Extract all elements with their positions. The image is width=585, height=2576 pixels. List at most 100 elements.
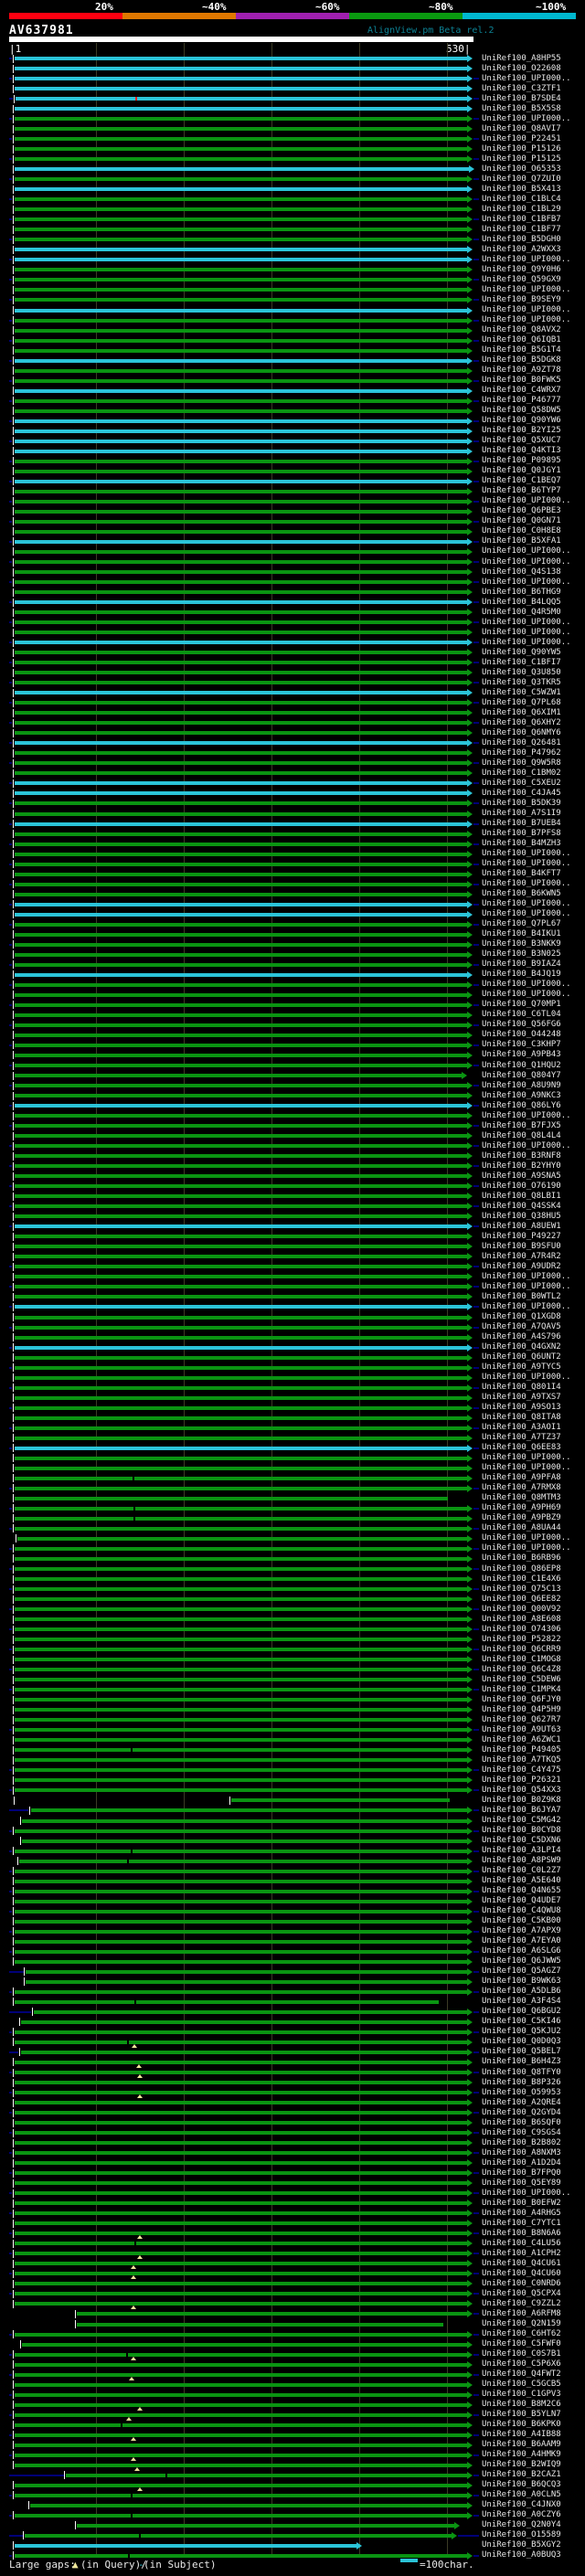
hit-bar[interactable] [15, 549, 467, 554]
hit-label[interactable]: UniRef100_A6ZWC1 [482, 1734, 561, 1744]
hit-label[interactable]: UniRef100_Q8ITA8 [482, 1413, 561, 1423]
hit-label[interactable]: UniRef100_Q5EY89 [482, 2178, 561, 2188]
hit-bar[interactable] [15, 238, 467, 242]
hit-bar[interactable] [15, 1415, 467, 1420]
hit-bar[interactable] [15, 1959, 467, 1964]
hit-label[interactable]: UniRef100_C0S7B1 [482, 2349, 561, 2359]
hit-label[interactable]: UniRef100_B5DGH0 [482, 234, 561, 244]
hit-label[interactable]: UniRef100_Q6NMY6 [482, 727, 561, 737]
hit-bar[interactable] [15, 1114, 467, 1118]
hit-bar[interactable] [15, 952, 467, 957]
hit-bar[interactable] [15, 1708, 467, 1712]
hit-label[interactable]: UniRef100_C1BL29 [482, 204, 561, 214]
hit-bar[interactable] [15, 1265, 467, 1269]
hit-bar[interactable] [15, 1698, 467, 1702]
hit-label[interactable]: UniRef100_A9SNA5 [482, 1171, 561, 1181]
hit-label[interactable]: UniRef100_UPI000.. [482, 1453, 571, 1463]
hit-bar[interactable] [15, 1658, 467, 1662]
hit-label[interactable]: UniRef100_A0CZY6 [482, 2510, 561, 2520]
hit-label[interactable]: UniRef100_O59953 [482, 2087, 561, 2097]
hit-label[interactable]: UniRef100_O65353 [482, 164, 561, 174]
hit-label[interactable]: UniRef100_Q4R5M0 [482, 607, 561, 617]
hit-label[interactable]: UniRef100_Q0D0Q3 [482, 2037, 561, 2047]
hit-label[interactable]: UniRef100_A7S1I9 [482, 809, 561, 818]
hit-bar[interactable] [15, 1668, 467, 1672]
hit-bar[interactable] [15, 489, 467, 493]
hit-label[interactable]: UniRef100_A7R4R2 [482, 1251, 561, 1261]
hit-label[interactable]: UniRef100_C7YTC1 [482, 2218, 561, 2228]
hit-label[interactable]: UniRef100_C5GCB5 [482, 2380, 561, 2390]
hit-label[interactable]: UniRef100_Q6PBE3 [482, 506, 561, 516]
hit-bar[interactable] [15, 2141, 467, 2146]
hit-bar[interactable] [15, 107, 467, 111]
hit-label[interactable]: UniRef100_A7TZ37 [482, 1433, 561, 1443]
hit-label[interactable]: UniRef100_Q2GYD4 [482, 2107, 561, 2117]
hit-label[interactable]: UniRef100_A9PB43 [482, 1050, 561, 1060]
hit-bar[interactable] [15, 892, 467, 896]
hit-bar[interactable] [15, 2493, 467, 2497]
hit-label[interactable]: UniRef100_Q4P5H9 [482, 1704, 561, 1714]
hit-bar[interactable] [15, 2181, 467, 2186]
hit-bar[interactable] [15, 1506, 467, 1511]
hit-label[interactable]: UniRef100_Q90YW5 [482, 647, 561, 657]
hit-label[interactable]: UniRef100_P22451 [482, 133, 561, 143]
hit-bar[interactable] [15, 479, 467, 483]
hit-label[interactable]: UniRef100_UPI000.. [482, 859, 571, 869]
hit-bar[interactable] [15, 167, 469, 172]
hit-label[interactable]: UniRef100_Q8L4L4 [482, 1130, 561, 1140]
hit-bar[interactable] [15, 691, 467, 695]
hit-label[interactable]: UniRef100_A7APX9 [482, 1926, 561, 1936]
hit-label[interactable]: UniRef100_B7PFS8 [482, 829, 561, 839]
hit-bar[interactable] [19, 1859, 467, 1863]
hit-bar[interactable] [15, 1074, 462, 1078]
hit-bar[interactable] [15, 1365, 467, 1370]
hit-label[interactable]: UniRef100_Q70MP1 [482, 1000, 561, 1010]
hit-label[interactable]: UniRef100_A8NXM3 [482, 2147, 561, 2157]
hit-bar[interactable] [15, 328, 467, 333]
hit-label[interactable]: UniRef100_Q86LY6 [482, 1100, 561, 1110]
hit-label[interactable]: UniRef100_P09895 [482, 456, 561, 466]
hit-label[interactable]: UniRef100_C1BLC4 [482, 194, 561, 204]
hit-label[interactable]: UniRef100_A7EYA0 [482, 1936, 561, 1946]
hit-bar[interactable] [15, 1496, 448, 1500]
hit-label[interactable]: UniRef100_A8UA44 [482, 1523, 561, 1533]
hit-label[interactable]: UniRef100_B2YI25 [482, 426, 561, 436]
hit-bar[interactable] [15, 358, 467, 363]
hit-label[interactable]: UniRef100_A3AOI1 [482, 1423, 561, 1433]
hit-bar[interactable] [15, 972, 467, 977]
hit-bar[interactable] [15, 1849, 467, 1853]
hit-bar[interactable] [15, 408, 467, 413]
hit-bar[interactable] [15, 137, 467, 142]
hit-label[interactable]: UniRef100_B6JYA7 [482, 1805, 561, 1815]
hit-label[interactable]: UniRef100_A9TXS7 [482, 1393, 561, 1403]
hit-bar[interactable] [15, 2433, 467, 2437]
hit-label[interactable]: UniRef100_Q4N655 [482, 1886, 561, 1896]
hit-label[interactable]: UniRef100_B8M2C6 [482, 2400, 561, 2410]
hit-bar[interactable] [15, 1053, 467, 1057]
hit-label[interactable]: UniRef100_A2WXX3 [482, 244, 561, 254]
hit-label[interactable]: UniRef100_B5X413 [482, 184, 561, 194]
hit-bar[interactable] [17, 1536, 467, 1541]
hit-bar[interactable] [15, 1134, 467, 1139]
hit-bar[interactable] [15, 308, 467, 313]
hit-label[interactable]: UniRef100_C5MG42 [482, 1816, 561, 1825]
hit-label[interactable]: UniRef100_Q86EP8 [482, 1564, 561, 1574]
hit-bar[interactable] [15, 822, 467, 826]
hit-label[interactable]: UniRef100_B5X5S8 [482, 103, 561, 113]
hit-label[interactable]: UniRef100_A0CLN5 [482, 2490, 561, 2500]
hit-bar[interactable] [15, 258, 467, 262]
hit-label[interactable]: UniRef100_Q8AVI7 [482, 123, 561, 133]
hit-label[interactable]: UniRef100_C0NRD6 [482, 2278, 561, 2288]
hit-label[interactable]: UniRef100_UPI000.. [482, 990, 571, 1000]
hit-label[interactable]: UniRef100_Q9W5R8 [482, 758, 561, 768]
hit-label[interactable]: UniRef100_A9PH69 [482, 1503, 561, 1513]
hit-bar[interactable] [15, 207, 467, 212]
hit-label[interactable]: UniRef100_Q6EE83 [482, 1443, 561, 1453]
hit-bar[interactable] [15, 1204, 467, 1209]
hit-label[interactable]: UniRef100_B6SQF0 [482, 2117, 561, 2127]
hit-bar[interactable] [15, 2362, 467, 2367]
hit-bar[interactable] [15, 1587, 467, 1592]
hit-bar[interactable] [15, 2453, 467, 2457]
hit-label[interactable]: UniRef100_B9SFU0 [482, 1241, 561, 1251]
hit-label[interactable]: UniRef100_A7RMX8 [482, 1483, 561, 1493]
